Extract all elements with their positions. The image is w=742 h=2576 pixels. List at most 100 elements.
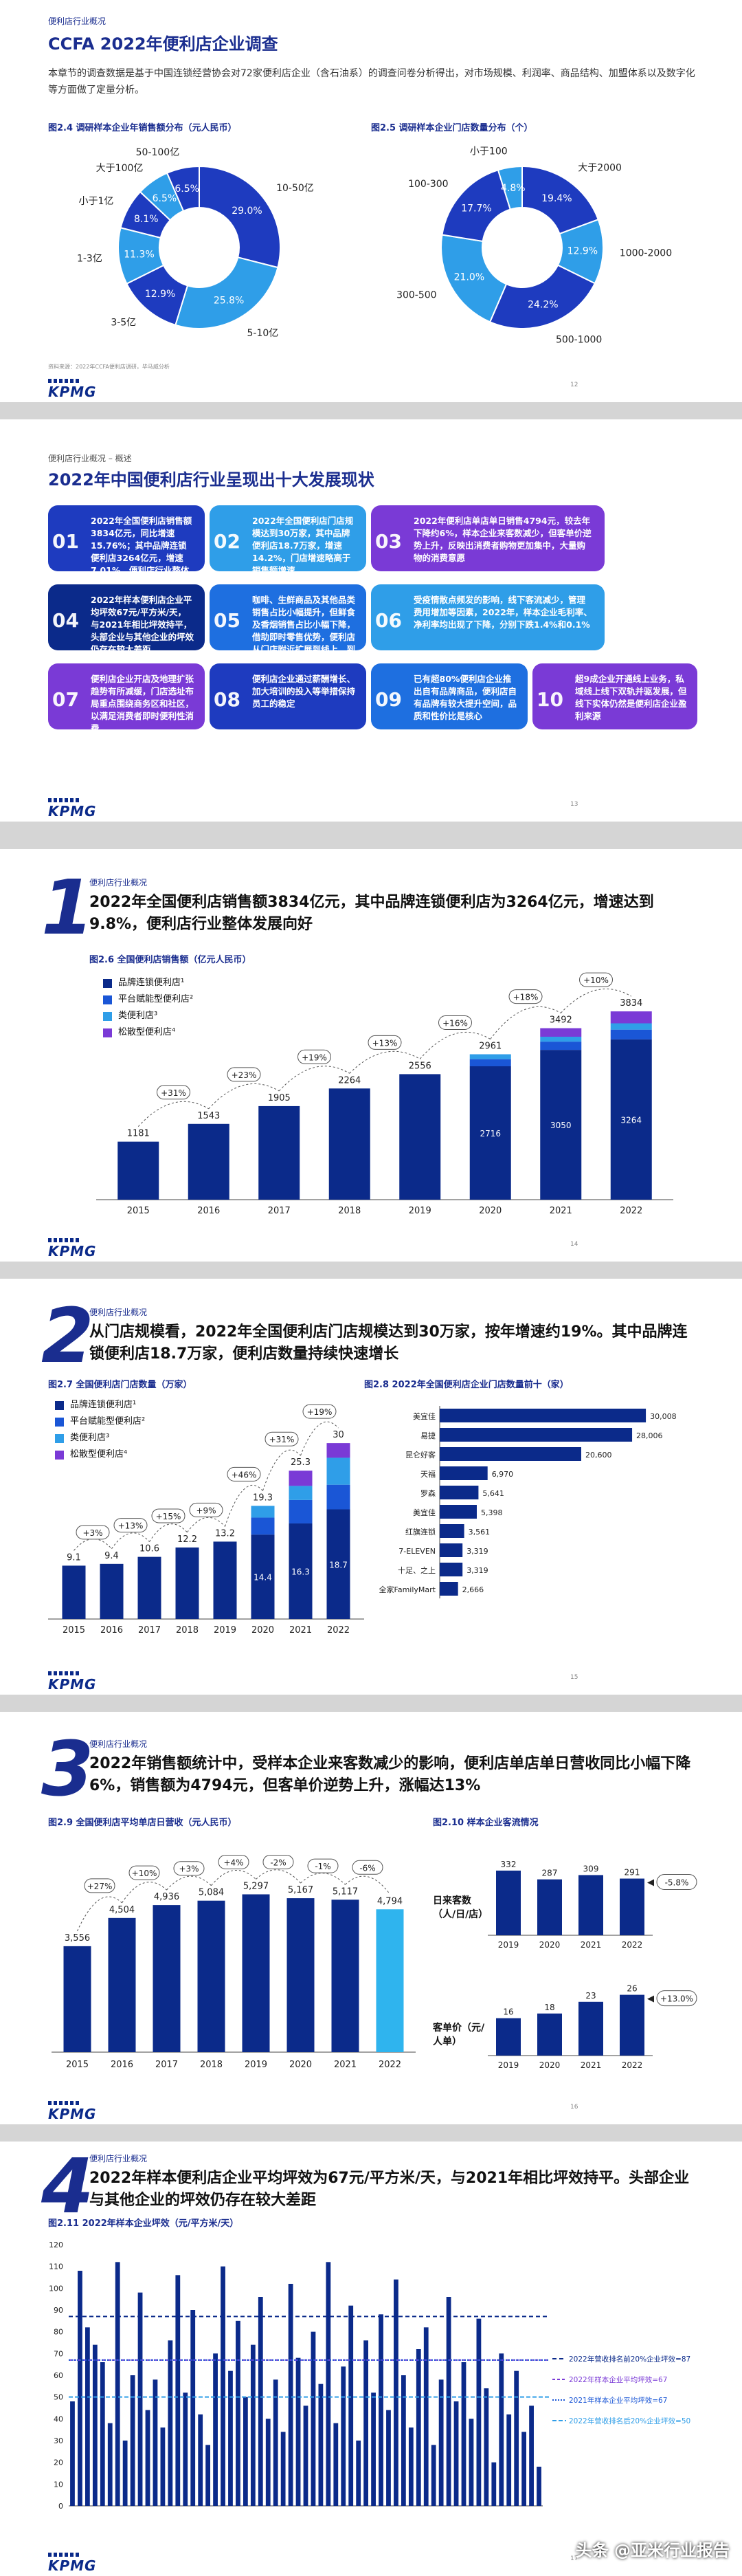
hbar-category-label: 十足、之上: [398, 1565, 436, 1575]
bar: [197, 1900, 225, 2052]
page-number: 17: [570, 2555, 578, 2562]
pie-category-label: 小于100: [470, 146, 508, 157]
growth-pill: [227, 1466, 261, 1482]
growth-arc: [208, 1083, 280, 1110]
bar: [484, 2388, 489, 2506]
page-title: CCFA 2022年便利店企业调查: [48, 34, 278, 54]
pie-slice: [175, 256, 279, 329]
bar: [431, 2445, 436, 2506]
bar-segment: [540, 1037, 582, 1042]
bar: [496, 2018, 521, 2056]
section-label: 便利店行业概况: [89, 1308, 148, 1317]
bar: [280, 2432, 286, 2506]
tile-number: 08: [214, 688, 240, 711]
growth-arc: [349, 1050, 420, 1074]
growth-label: +18%: [513, 993, 539, 1002]
bar-value-label: 287: [542, 1869, 558, 1878]
bar: [265, 2419, 271, 2506]
growth-label: +19%: [307, 1407, 333, 1417]
bar-value-label: 5,117: [333, 1886, 358, 1897]
label-customers: 日来客数（人/日/店）: [433, 1895, 488, 1920]
watermark: 头条 @亚米行业报告: [575, 2541, 730, 2560]
bar: [250, 2344, 256, 2506]
growth-label: +4%: [223, 1858, 243, 1867]
bar: [620, 1878, 644, 1935]
x-tick-label: 2022: [327, 1625, 350, 1636]
bar-chart-unit-price: 16 2019 18 2020 23 2021 26 2022 +13.0%: [488, 1984, 697, 2070]
growth-arc: [300, 1873, 346, 1885]
bar: [376, 1909, 404, 2052]
y-tick-label: 10: [54, 2480, 63, 2489]
growth-pill: [307, 1858, 339, 1873]
x-tick-label: 2021: [581, 2060, 602, 2070]
bar-segment: [289, 1523, 313, 1619]
pie-value-label: 17.7%: [461, 203, 491, 214]
bar-value-label: 18.7: [329, 1560, 348, 1570]
hbar: [440, 1486, 479, 1499]
hbar: [440, 1543, 463, 1557]
growth-arc: [300, 1421, 339, 1456]
x-tick-label: 2017: [155, 2060, 178, 2070]
growth-pill: [262, 1854, 294, 1869]
bar-total-label: 3834: [620, 998, 642, 1009]
chart-title-2-5: 图2.5 调研样本企业门店数量分布（个）: [371, 123, 533, 133]
bar-segment: [188, 1123, 229, 1200]
hbar: [440, 1524, 464, 1538]
page-number: 15: [570, 1674, 578, 1681]
bar-segment: [540, 1042, 582, 1050]
page-number: 16: [570, 2104, 578, 2111]
x-tick-label: 2021: [289, 1625, 312, 1636]
bar: [205, 2445, 211, 2506]
legend-item: 类便利店³: [103, 1008, 193, 1024]
bar-value-label: 2716: [480, 1129, 501, 1138]
finding-tile: 03 2022年便利店单店单日销售4794元，较去年下降约6%，样本企业来客数减少…: [371, 505, 605, 571]
bar: [190, 2310, 196, 2506]
y-tick-label: 110: [49, 2263, 63, 2271]
bar: [453, 2401, 459, 2506]
bar-total-label: 30: [333, 1430, 344, 1440]
bar: [168, 2340, 173, 2506]
tile-number: 04: [52, 609, 79, 632]
bar: [122, 2441, 128, 2506]
number-marker-2: 2: [41, 1292, 94, 1380]
tile-text: 受疫情散点频发的影响，线下客流减少，管理费用增加等因素，2022年，样本企业毛利…: [414, 595, 592, 630]
bar: [153, 2379, 158, 2506]
kpmg-logo: KPMG: [48, 1671, 96, 1693]
x-tick-label: 2021: [581, 1940, 602, 1950]
bar: [416, 2349, 421, 2506]
bar: [514, 2370, 519, 2506]
chart-title-2-7: 图2.7 全国便利店门店数量（万家）: [48, 1380, 192, 1390]
legend-swatch: [55, 1401, 64, 1410]
growth-label: +15%: [156, 1512, 181, 1521]
bar: [228, 2370, 233, 2506]
bar-value-label: 23: [585, 1991, 596, 2001]
bar-value-label: 3264: [620, 1115, 642, 1125]
bar: [295, 2357, 301, 2506]
growth-pill: [189, 1502, 223, 1517]
growth-pill: [368, 1035, 402, 1050]
report-page-13: 便利店行业概况 – 概述 2022年中国便利店行业呈现出十大发展现状 01 202…: [0, 419, 742, 822]
bar-total-label: 10.6: [139, 1544, 159, 1554]
pie-slice: [440, 234, 508, 323]
legend: 品牌连锁便利店¹ 平台赋能型便利店² 类便利店³ 松散型便利店⁴: [55, 1397, 145, 1463]
pie-value-label: 21.0%: [454, 272, 484, 283]
growth-pill: [438, 1015, 472, 1030]
bar: [221, 2266, 225, 2506]
pie-slice: [199, 165, 281, 269]
y-tick-label: 50: [54, 2393, 63, 2402]
bar-total-label: 25.3: [291, 1457, 311, 1468]
growth-arc: [278, 1066, 350, 1092]
x-tick-label: 2022: [379, 2060, 401, 2070]
bar: [175, 2275, 181, 2506]
bar: [578, 2001, 603, 2056]
pie-value-label: 12.9%: [567, 246, 598, 257]
bar: [469, 2419, 474, 2506]
growth-pill: [302, 1404, 337, 1419]
bar: [115, 2262, 120, 2506]
x-tick-label: 2015: [63, 1625, 85, 1636]
bar-segment: [540, 1028, 582, 1037]
legend-label: 2021年样本企业平均坪效=67: [569, 2396, 667, 2405]
bar-value-label: 16: [503, 2007, 513, 2017]
legend-label: 松散型便利店⁴: [118, 1027, 176, 1037]
bar: [423, 2327, 429, 2506]
